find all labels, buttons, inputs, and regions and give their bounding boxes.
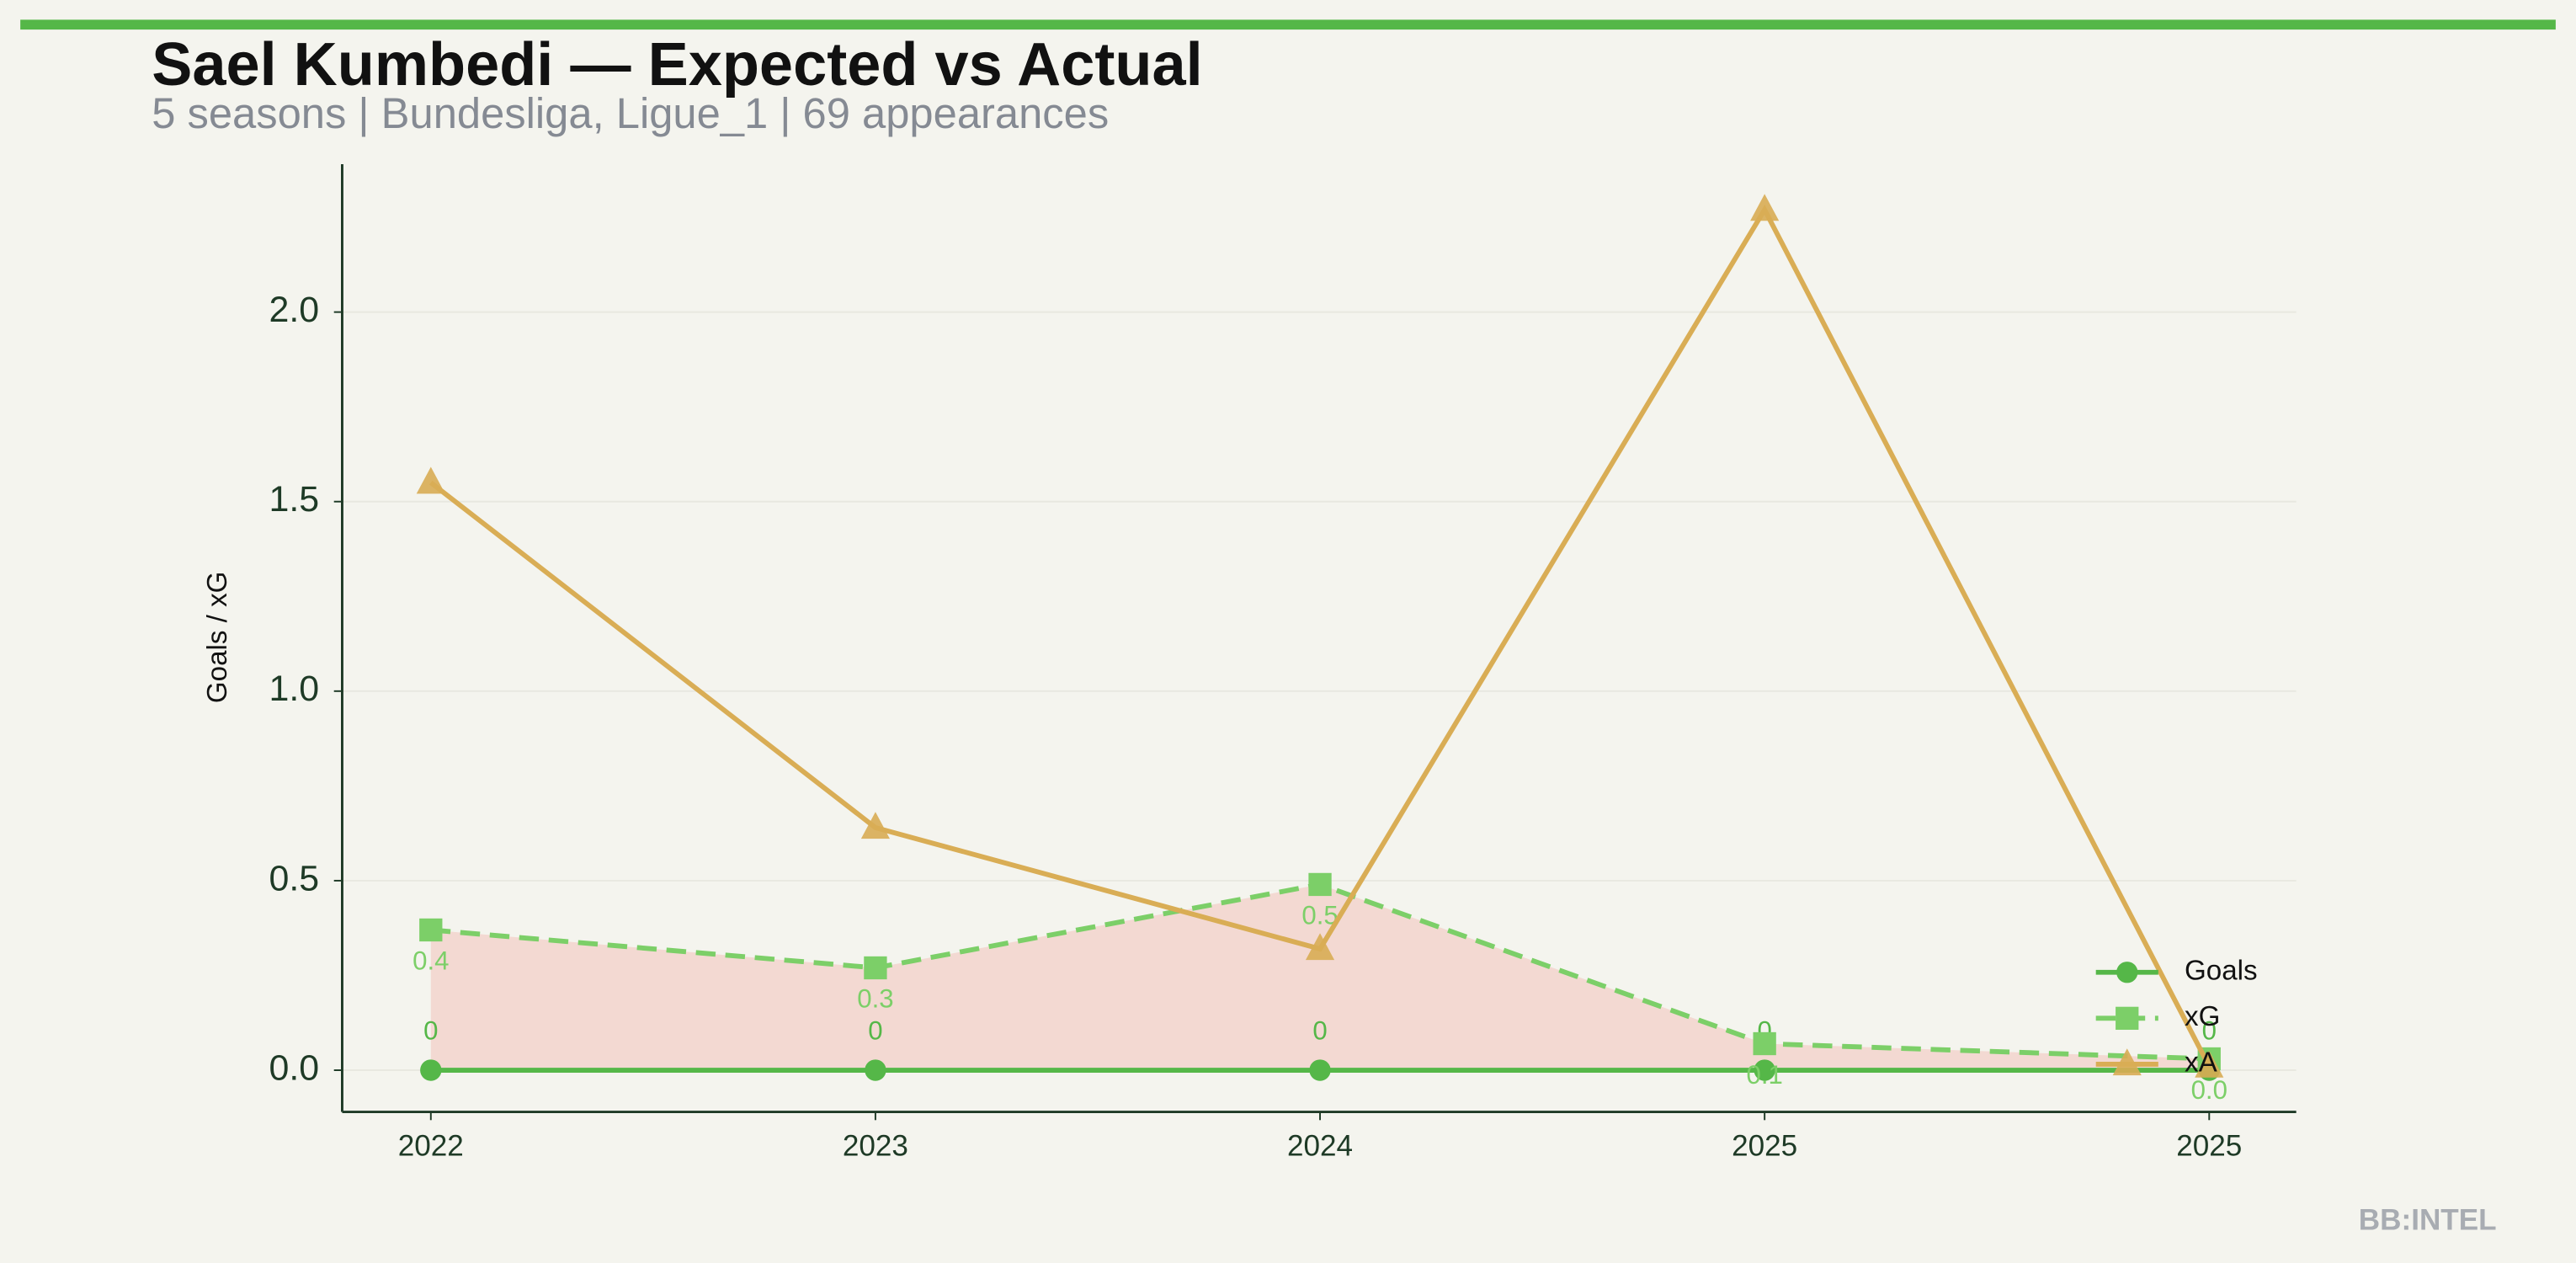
point [1750,194,1780,221]
y-tick-label: 1.0 [269,669,319,709]
point [1753,1031,1776,1056]
point [420,1059,442,1081]
point [1309,1059,1331,1081]
point [1308,872,1332,897]
watermark: BB:INTEL [2359,1204,2497,1237]
point [2195,1050,2224,1078]
value-label: 0.1 [1746,1060,1782,1090]
legend-label: xG [2185,1001,2220,1032]
value-label: 0 [2202,1015,2217,1045]
top-bar [20,19,2556,30]
point [1305,933,1335,961]
y-tick-label: 0.0 [269,1047,319,1088]
value-label: 0.3 [857,984,893,1014]
y-tick-label: 1.5 [269,479,319,520]
x-tick-label: 2025 [1732,1130,1797,1163]
y-tick-label: 2.0 [269,290,319,330]
legend-label: Goals [2185,955,2258,986]
y-tick-label: 0.5 [269,858,319,898]
point [416,466,445,494]
chart-title: Sael Kumbedi — Expected vs Actual [152,31,1202,99]
legend-marker [2116,1006,2139,1031]
value-label: 0 [423,1015,438,1045]
point [419,918,443,942]
point [865,1059,886,1081]
y-axis-label: Goals / xG [202,572,233,704]
legend-marker [2112,1048,2142,1076]
fill-area [430,884,2210,1071]
value-label: 0 [1312,1015,1327,1045]
x-tick-label: 2024 [1287,1130,1353,1163]
chart-subtitle: 5 seasons | Bundesliga, Ligue_1 | 69 app… [152,89,1109,137]
legend-label: xA [2185,1047,2218,1079]
point [1754,1059,1775,1081]
x-tick-label: 2023 [843,1130,908,1163]
value-label: 0 [868,1015,882,1045]
value-label: 0.0 [2191,1075,2227,1105]
x-tick-label: 2022 [398,1130,464,1163]
legend-marker [2116,962,2138,983]
x-tick-label: 2025 [2176,1130,2242,1163]
point [860,812,890,839]
point [864,956,887,980]
value-label: 0.4 [412,946,449,976]
